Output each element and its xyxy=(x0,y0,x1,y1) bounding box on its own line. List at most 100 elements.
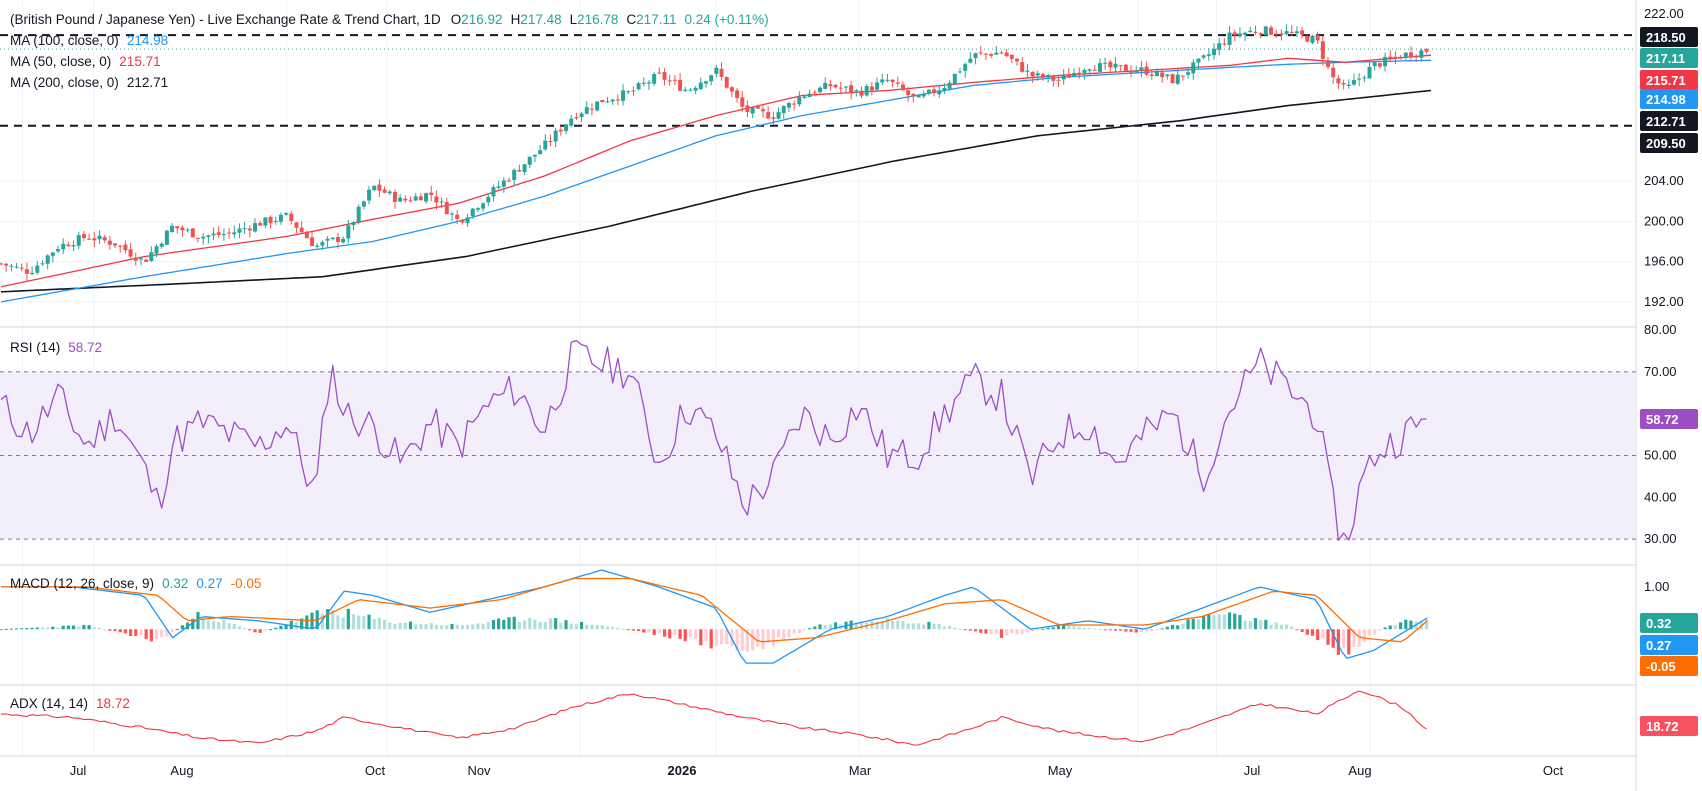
candle-body xyxy=(875,82,880,90)
candle-body xyxy=(206,235,211,238)
candle-body xyxy=(1123,64,1128,72)
macd-histogram-bar xyxy=(761,629,765,650)
macd-histogram-bar xyxy=(1316,629,1320,641)
rsi-legend: RSI (14) 58.72 xyxy=(10,340,102,355)
macd-histogram-bar xyxy=(631,629,636,631)
macd-histogram-bar xyxy=(9,628,13,630)
macd-histogram-bar xyxy=(854,622,858,630)
macd-histogram-bar xyxy=(305,615,309,630)
rsi-pane[interactable] xyxy=(0,339,1636,542)
candle-body xyxy=(1103,62,1108,64)
macd-histogram-bar xyxy=(517,621,521,630)
macd-histogram-bar xyxy=(652,629,656,636)
price-badge-ma100-bg xyxy=(1640,89,1698,109)
macd-histogram-bar xyxy=(1062,625,1066,630)
time-axis-label: Oct xyxy=(1543,763,1564,778)
price-axis-tick: 222.00 xyxy=(1644,6,1684,21)
candle-body xyxy=(40,263,45,265)
macd-histogram-bar xyxy=(735,629,739,651)
candle-body xyxy=(543,140,548,150)
candle-body xyxy=(1056,79,1061,81)
adx-pane[interactable] xyxy=(0,690,1427,746)
price-badge-level: 209.50 xyxy=(1646,136,1686,151)
macd-value-badge: 0.27 xyxy=(1646,638,1671,653)
price-axis[interactable]: 192.00 196.00 200.00 204.00 222.00 30.00 40.00… xyxy=(1644,6,1684,594)
candle-body xyxy=(983,53,988,55)
macd-histogram-bar xyxy=(108,629,112,631)
candle-body xyxy=(170,225,175,233)
candle-body xyxy=(906,90,911,95)
macd-value-badge: 0.32 xyxy=(1646,616,1671,631)
macd-histogram-bar xyxy=(885,618,890,630)
candle-body xyxy=(978,52,983,54)
candle-body xyxy=(216,232,221,235)
macd-histogram-bar xyxy=(450,624,454,630)
macd-histogram-bar xyxy=(1145,629,1149,632)
macd-histogram-bar xyxy=(958,628,962,630)
candle-body xyxy=(709,75,714,82)
macd-histogram-bar xyxy=(232,623,236,630)
macd-histogram-bar xyxy=(968,629,972,631)
candle-body xyxy=(569,118,574,126)
candle-body xyxy=(71,245,76,247)
macd-histogram-bar xyxy=(859,621,864,630)
macd-histogram-bar xyxy=(118,629,122,633)
candle-body xyxy=(703,81,708,84)
candle-body xyxy=(755,106,760,109)
candle-body xyxy=(828,84,833,87)
time-axis[interactable]: Jul Aug Oct Nov 2026 Mar May Jul Aug Oct xyxy=(70,763,1564,778)
candle-body xyxy=(527,156,532,165)
macd-histogram-bar xyxy=(813,626,817,630)
chart-title: (British Pound / Japanese Yen) - Live Ex… xyxy=(10,12,769,27)
macd-histogram-bar xyxy=(160,629,164,638)
macd-histogram-bar xyxy=(1176,625,1180,630)
candle-body xyxy=(989,54,994,56)
macd-histogram-bar xyxy=(1041,628,1045,630)
macd-histogram-bar xyxy=(170,629,174,633)
macd-histogram-bar xyxy=(149,629,153,642)
candle-body xyxy=(507,180,512,182)
macd-value-badge-bg xyxy=(1640,613,1698,633)
candle-body xyxy=(50,252,55,256)
macd-histogram-bar xyxy=(206,620,210,630)
macd-histogram-bar xyxy=(35,627,39,630)
candle-body xyxy=(652,74,657,84)
candle-body xyxy=(149,252,154,261)
macd-histogram-bar xyxy=(538,621,542,630)
candle-body xyxy=(745,105,750,113)
candle-body xyxy=(859,90,864,96)
macd-pane[interactable] xyxy=(0,569,1429,664)
candle-body xyxy=(1061,74,1066,80)
macd-histogram-bar xyxy=(756,629,760,647)
macd-histogram-bar xyxy=(414,624,418,630)
candle-body xyxy=(1237,33,1242,37)
macd-histogram-bar xyxy=(1295,629,1299,631)
candle-body xyxy=(356,206,361,222)
candle-body xyxy=(1393,56,1398,58)
macd-histogram-bar xyxy=(248,629,252,631)
candle-body xyxy=(491,187,496,197)
candle-body xyxy=(1367,66,1372,79)
macd-histogram-bar xyxy=(357,615,361,630)
macd-histogram-bar xyxy=(227,623,231,630)
candle-body xyxy=(558,129,563,132)
macd-histogram-bar xyxy=(522,620,527,630)
rsi-axis-tick: 40.00 xyxy=(1644,489,1677,504)
candle-body xyxy=(1351,80,1356,85)
candle-body xyxy=(315,245,320,247)
macd-histogram-bar xyxy=(1367,629,1372,636)
price-pane[interactable] xyxy=(0,24,1636,303)
macd-histogram-bar xyxy=(460,625,464,630)
candle-body xyxy=(1326,60,1331,67)
macd-histogram-bar xyxy=(683,629,687,642)
candle-body xyxy=(289,213,294,221)
macd-histogram-bar xyxy=(543,622,547,630)
macd-histogram-bar xyxy=(175,628,179,630)
candle-body xyxy=(1206,54,1211,57)
macd-histogram-bar xyxy=(180,625,185,630)
candle-body xyxy=(1097,63,1102,72)
candle-body xyxy=(916,95,921,98)
macd-histogram-bar xyxy=(579,621,584,630)
macd-histogram-bar xyxy=(1248,621,1252,630)
